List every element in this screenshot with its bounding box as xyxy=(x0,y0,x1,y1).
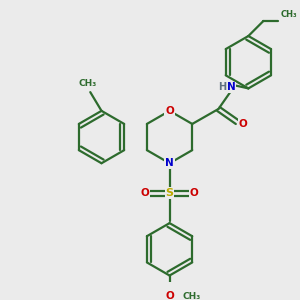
Text: N: N xyxy=(227,82,236,92)
Text: O: O xyxy=(141,188,150,198)
Text: O: O xyxy=(238,119,247,129)
Text: CH₃: CH₃ xyxy=(183,292,201,300)
Text: O: O xyxy=(165,291,174,300)
Text: N: N xyxy=(165,158,174,168)
Text: CH₃: CH₃ xyxy=(280,10,297,19)
Text: H: H xyxy=(218,82,226,92)
Text: CH₃: CH₃ xyxy=(78,80,97,88)
Text: S: S xyxy=(166,188,174,198)
Text: O: O xyxy=(190,188,198,198)
Text: O: O xyxy=(165,106,174,116)
